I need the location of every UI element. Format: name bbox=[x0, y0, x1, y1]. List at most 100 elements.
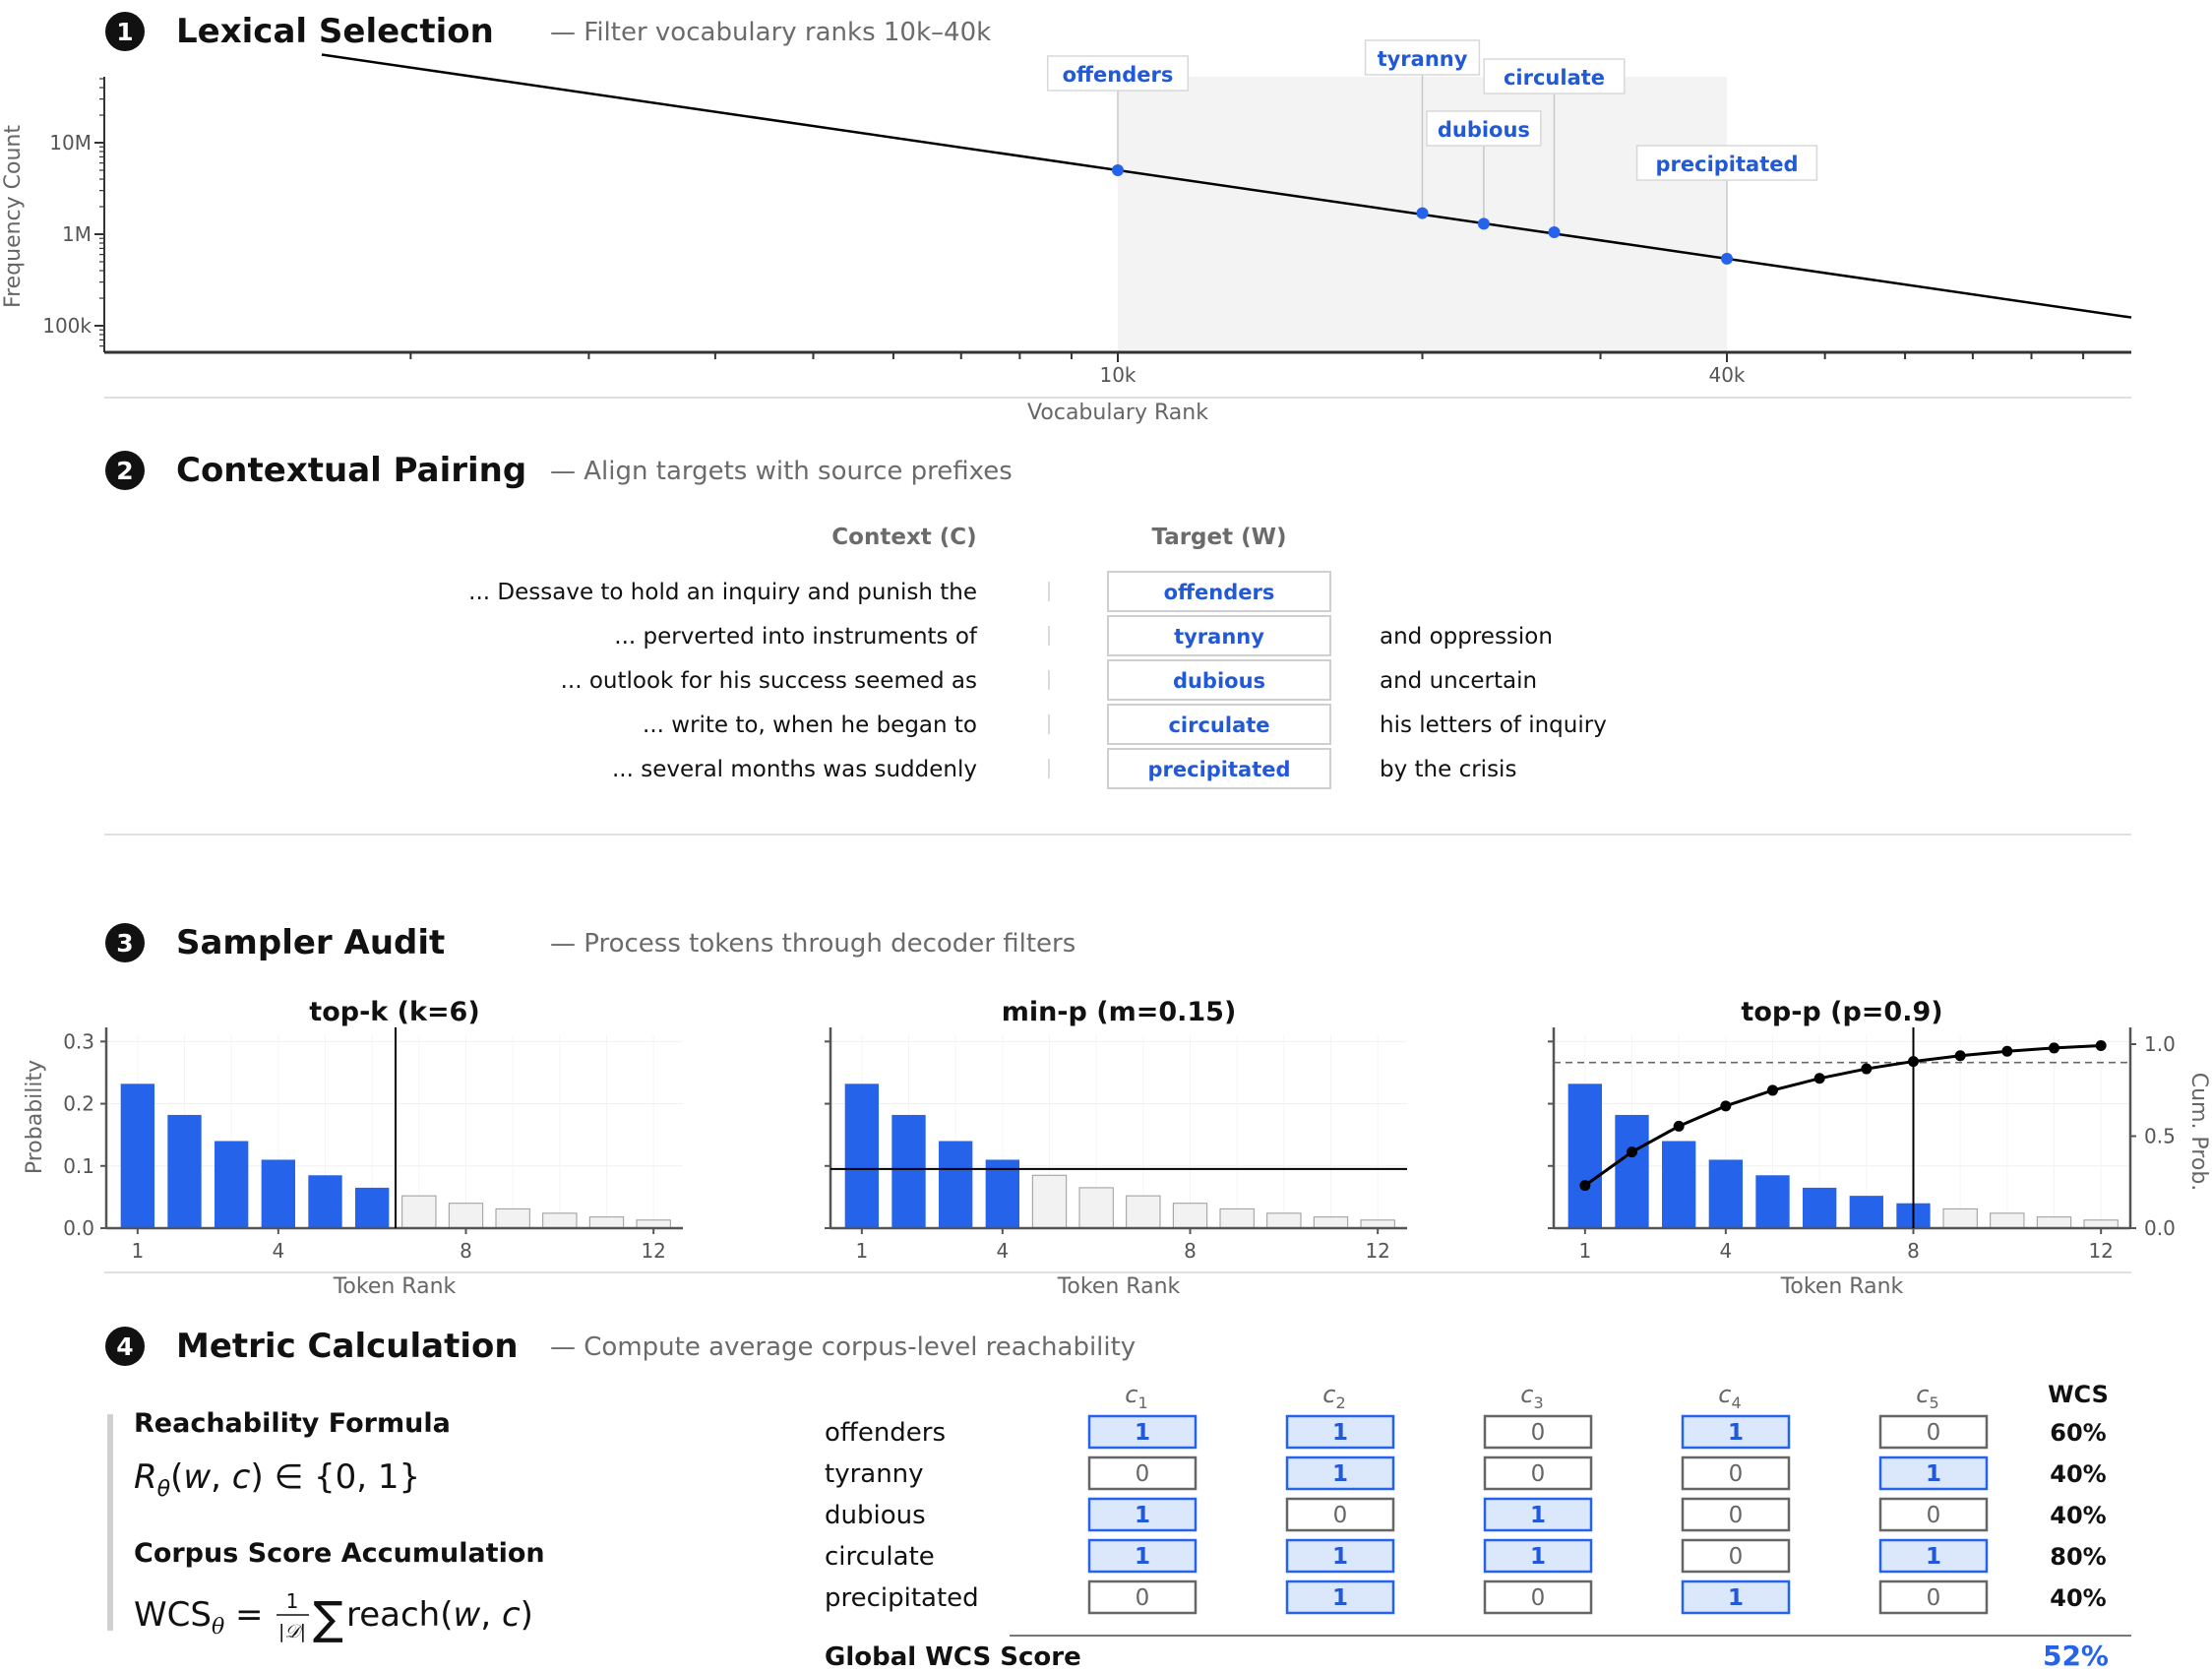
wcs-table: WCS c1 c2 c3 c4 c5 offenders 1 1 0 1 0 60% tyranny 0… bbox=[825, 1381, 2131, 1672]
bar-rank-8 bbox=[1172, 1203, 1208, 1229]
reach-value: 1 bbox=[1332, 1461, 1348, 1487]
zipf-y-tick-10m: 10M bbox=[49, 131, 92, 155]
y-tick-label: 0.0 bbox=[63, 1216, 94, 1240]
row-word: circulate bbox=[825, 1542, 935, 1572]
target-header: Target (W) bbox=[1151, 525, 1286, 550]
bar-rank-11 bbox=[1313, 1216, 1349, 1229]
reach-value: 0 bbox=[1729, 1461, 1744, 1487]
continuation-text: by the crisis bbox=[1380, 757, 1516, 782]
reach-cell bbox=[1878, 1455, 1989, 1491]
target-word: precipitated bbox=[1147, 758, 1290, 781]
reach-cell bbox=[1087, 1455, 1198, 1491]
cumulative-point bbox=[1908, 1056, 1919, 1068]
reach-value: 1 bbox=[1926, 1461, 1941, 1487]
cumulative-point bbox=[2049, 1042, 2059, 1054]
reach-value: 0 bbox=[1136, 1461, 1150, 1487]
bar-rank-4 bbox=[261, 1159, 295, 1228]
bar-rank-6 bbox=[1078, 1187, 1114, 1229]
context-header: Context (C) bbox=[831, 525, 976, 550]
reach-cell bbox=[1285, 1414, 1395, 1450]
continuation-text: his letters of inquiry bbox=[1380, 712, 1607, 738]
target-box bbox=[1107, 704, 1331, 745]
reach-value: 1 bbox=[1926, 1544, 1941, 1570]
bar-rank-2 bbox=[167, 1114, 202, 1228]
column-header-c3: c3 bbox=[1520, 1381, 1543, 1412]
reach-value: 1 bbox=[1728, 1585, 1744, 1611]
cumulative-line bbox=[1583, 1044, 2102, 1187]
zipf-points: offenders tyranny dubious circulate precipit… bbox=[1046, 39, 1818, 265]
context-text: ... several months was suddenly bbox=[612, 757, 977, 782]
reach-cell bbox=[1878, 1579, 1989, 1615]
row-word: offenders bbox=[825, 1418, 946, 1448]
section-3-subtitle: — Process tokens through decoder filters bbox=[550, 929, 1075, 959]
corpus-score-formula: WCSθ = 1 |𝒟| ∑ reach(w, c) bbox=[134, 1589, 533, 1644]
target-word: offenders bbox=[1164, 581, 1275, 604]
zipf-x-tick-40k: 40k bbox=[1708, 363, 1745, 387]
target-box bbox=[1107, 748, 1331, 789]
pairing-row: ... outlook for his success seemed as dub… bbox=[561, 659, 1537, 701]
fraction-denominator: |𝒟| bbox=[278, 1621, 306, 1642]
row-wcs: 40% bbox=[2050, 1460, 2106, 1488]
formula-2-rhs: reach(w, c) bbox=[346, 1595, 533, 1635]
reachability-formula: Rθ(w, c) ∈ {0, 1} bbox=[134, 1457, 420, 1502]
column-header-c2: c2 bbox=[1322, 1381, 1345, 1412]
section-4-header: 4 Metric Calculation — Compute average c… bbox=[105, 1327, 1136, 1366]
reach-value: 0 bbox=[1531, 1585, 1546, 1611]
bar-rank-6 bbox=[355, 1187, 390, 1228]
target-box bbox=[1107, 571, 1331, 612]
bar-rank-1 bbox=[120, 1084, 154, 1228]
section-3-title: Sampler Audit bbox=[176, 923, 445, 962]
section-4-number: 4 bbox=[116, 1332, 133, 1361]
reach-cell bbox=[1285, 1579, 1395, 1615]
section-1-subtitle: — Filter vocabulary ranks 10k–40k bbox=[550, 18, 991, 47]
section-2-number: 2 bbox=[116, 457, 133, 485]
cumulative-point bbox=[1954, 1050, 1966, 1062]
cumulative-point bbox=[1673, 1120, 1685, 1132]
chart-title: top-p (p=0.9) bbox=[1741, 997, 1942, 1027]
zipf-x-minor-ticks bbox=[409, 352, 2085, 362]
target-word: tyranny bbox=[1174, 625, 1264, 649]
minp-chart: 1 4 8 12 min-p (m=0.15) Token Rank bbox=[825, 997, 1407, 1299]
point-label-precipitated: precipitated bbox=[1655, 153, 1798, 176]
reach-cell bbox=[1087, 1538, 1198, 1574]
bar-rank-10 bbox=[1266, 1212, 1302, 1229]
reach-cell bbox=[1483, 1497, 1593, 1532]
section-2-badge bbox=[105, 451, 145, 490]
wcs-row-dubious: dubious 1 0 1 0 0 40% bbox=[825, 1497, 2107, 1532]
x-tick-label: 12 bbox=[641, 1239, 665, 1263]
y-tick-label: 0.1 bbox=[63, 1154, 94, 1178]
wcs-row-tyranny: tyranny 0 1 0 0 1 40% bbox=[825, 1455, 2107, 1491]
x-axis-label: Token Rank bbox=[1780, 1274, 1904, 1299]
formula-1-lhs: Rθ(w, c) ∈ {0, 1} bbox=[134, 1457, 420, 1502]
wcs-row-circulate: circulate 1 1 1 0 1 80% bbox=[825, 1538, 2107, 1574]
context-text: ... outlook for his success seemed as bbox=[561, 668, 977, 694]
bar-rank-1 bbox=[844, 1084, 879, 1228]
continuation-text: and uncertain bbox=[1380, 668, 1537, 694]
cumulative-point bbox=[2001, 1045, 2013, 1057]
formula-panel: Reachability Formula Rθ(w, c) ∈ {0, 1} C… bbox=[107, 1408, 545, 1644]
target-word: dubious bbox=[1173, 669, 1265, 693]
formula-1-title: Reachability Formula bbox=[134, 1408, 451, 1439]
reach-value: 0 bbox=[1927, 1420, 1941, 1446]
section-3-number: 3 bbox=[116, 929, 133, 958]
section-4-subtitle: — Compute average corpus-level reachabil… bbox=[550, 1332, 1136, 1362]
reach-cell bbox=[1087, 1414, 1198, 1450]
reach-cell bbox=[1087, 1579, 1198, 1615]
reach-value: 0 bbox=[1729, 1544, 1744, 1570]
topk-chart: 0.0 0.1 0.2 0.3 1 4 8 12 top-k (k=6) Token Rank bbox=[63, 997, 683, 1299]
topp-right-axis-label: Cum. Prob. bbox=[2186, 1073, 2211, 1192]
reach-cell bbox=[1087, 1497, 1198, 1532]
cumulative-point bbox=[1579, 1180, 1591, 1192]
cumulative-point bbox=[1767, 1084, 1778, 1096]
reach-value: 0 bbox=[1927, 1503, 1941, 1528]
reach-value: 1 bbox=[1332, 1585, 1348, 1611]
pairing-rows: ... Dessave to hold an inquiry and punis… bbox=[468, 571, 1607, 789]
column-header-c5: c5 bbox=[1916, 1381, 1938, 1412]
reach-value: 0 bbox=[1729, 1503, 1744, 1528]
zipf-x-axis-label: Vocabulary Rank bbox=[1027, 401, 1208, 425]
point-dubious bbox=[1477, 217, 1490, 230]
reach-value: 1 bbox=[1530, 1503, 1546, 1528]
reach-cell bbox=[1483, 1538, 1593, 1574]
formula-2-lhs: WCSθ = bbox=[134, 1595, 264, 1640]
global-wcs-label: Global WCS Score bbox=[825, 1642, 1081, 1672]
